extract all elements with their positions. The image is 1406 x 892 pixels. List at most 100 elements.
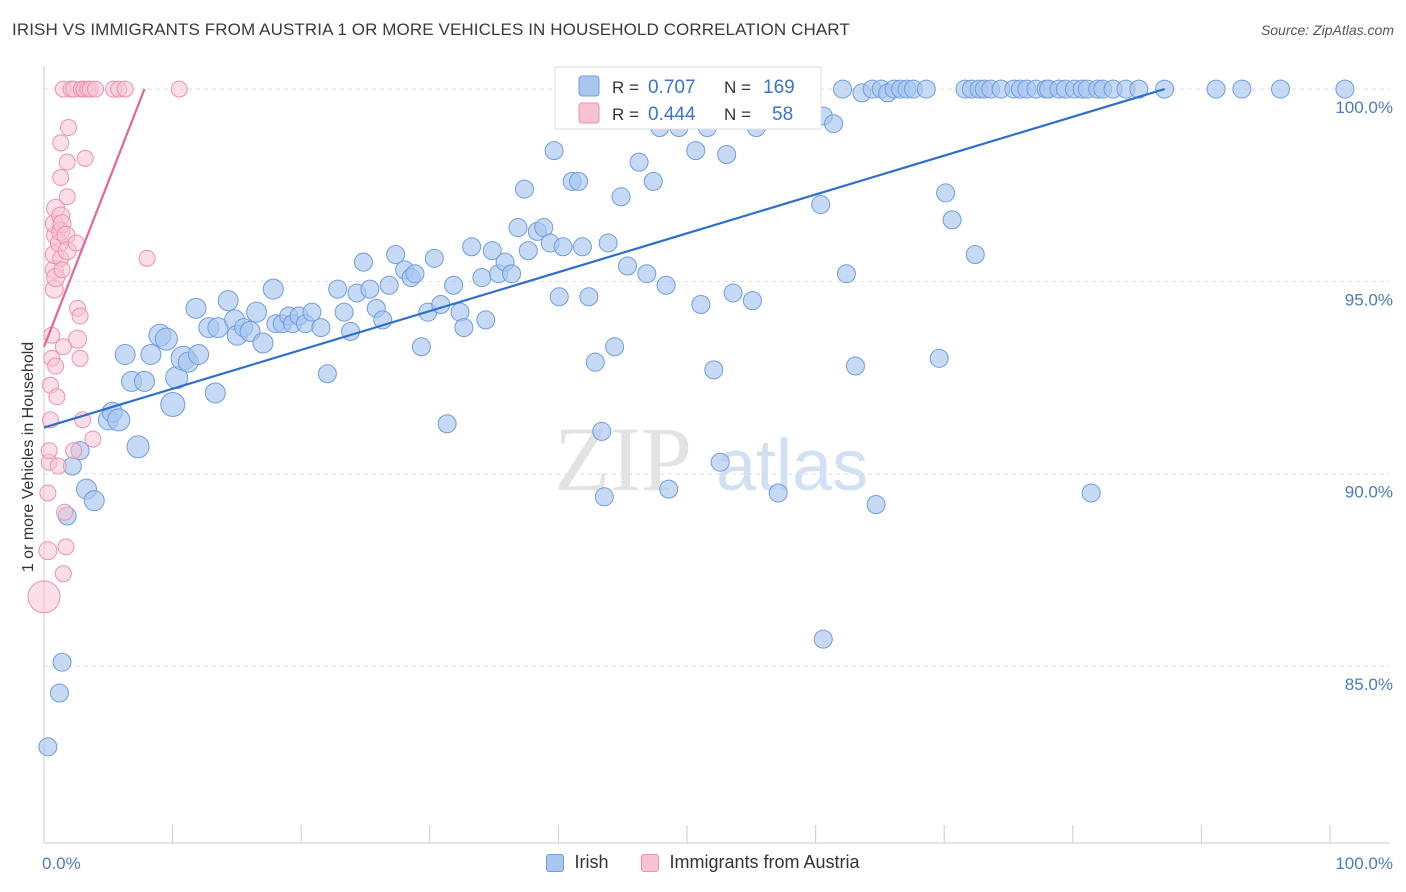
irish-point <box>643 171 663 191</box>
irish-point <box>723 283 743 303</box>
irish-point <box>1129 79 1149 99</box>
irish-point <box>83 490 105 512</box>
irish-point <box>52 652 72 672</box>
austria-point <box>54 338 72 356</box>
irish-point <box>160 391 186 417</box>
austria-point <box>170 80 188 98</box>
austria-point <box>76 149 94 167</box>
y-tick-label: 90.0% <box>1345 483 1393 502</box>
irish-point <box>353 252 373 272</box>
legend-item-austria: Immigrants from Austria <box>641 852 860 873</box>
austria-point <box>138 249 156 267</box>
austria-point <box>71 307 89 325</box>
austria-point <box>38 541 58 561</box>
irish-point <box>126 435 150 459</box>
irish-label: Irish <box>574 852 609 872</box>
y-axis-label: 1 or more Vehicles in Household <box>20 342 37 572</box>
legend-n-label-blue: N = <box>724 78 751 97</box>
irish-point <box>579 287 599 307</box>
x-tick-min: 0.0% <box>42 854 81 873</box>
irish-point <box>592 421 612 441</box>
irish-point <box>617 256 637 276</box>
irish-point <box>38 737 58 757</box>
irish-point <box>360 279 380 299</box>
irish-point <box>833 79 853 99</box>
irish-point <box>462 237 482 257</box>
austria-point <box>49 457 67 475</box>
irish-point <box>811 194 831 214</box>
austria-swatch <box>641 853 660 872</box>
irish-point <box>569 171 589 191</box>
legend-swatch-blue <box>578 75 600 97</box>
irish-point <box>508 218 528 238</box>
irish-point <box>824 114 844 134</box>
austria-point <box>52 169 70 187</box>
irish-point <box>334 302 354 322</box>
irish-point <box>252 332 274 354</box>
irish-point <box>217 290 239 312</box>
austria-label: Immigrants from Austria <box>669 852 860 872</box>
austria-point <box>74 411 92 429</box>
irish-point <box>437 414 457 434</box>
irish-point <box>1335 79 1355 99</box>
irish-point <box>866 495 886 515</box>
legend-r-value-blue: 0.707 <box>648 77 696 98</box>
austria-point <box>87 80 105 98</box>
irish-point <box>188 343 210 365</box>
irish-point <box>598 233 618 253</box>
irish-point <box>936 183 956 203</box>
irish-point <box>553 237 573 257</box>
austria-points <box>27 80 188 614</box>
irish-point <box>107 408 131 432</box>
legend-item-irish: Irish <box>546 852 608 873</box>
irish-point <box>585 352 605 372</box>
irish-point <box>154 327 178 351</box>
irish-point <box>185 297 207 319</box>
chart-title: IRISH VS IMMIGRANTS FROM AUSTRIA 1 OR MO… <box>12 20 850 39</box>
irish-point <box>1271 79 1291 99</box>
austria-point <box>56 503 74 521</box>
irish-point <box>405 264 425 284</box>
austria-point <box>40 442 58 460</box>
irish-point <box>929 348 949 368</box>
irish-point <box>611 187 631 207</box>
irish-point <box>845 356 865 376</box>
legend-r-value-pink: 0.444 <box>648 104 696 125</box>
legend-n-value-blue: 169 <box>763 77 795 98</box>
austria-point <box>67 329 87 349</box>
irish-point <box>659 479 679 499</box>
austria-point <box>54 565 72 583</box>
irish-point <box>942 210 962 230</box>
irish-point <box>454 318 474 338</box>
irish-point <box>246 301 268 323</box>
irish-point <box>656 275 676 295</box>
austria-point <box>52 134 70 152</box>
austria-point <box>27 580 61 614</box>
irish-point <box>379 275 399 295</box>
austria-point <box>65 442 83 460</box>
irish-point <box>742 291 762 311</box>
stats-legend: R = 0.707 N = 169 R = 0.444 N = 58 <box>554 66 822 130</box>
legend-r-label-blue: R = <box>612 78 639 97</box>
irish-point <box>1206 79 1226 99</box>
irish-point <box>328 279 348 299</box>
irish-point <box>605 337 625 357</box>
irish-point <box>311 318 331 338</box>
y-tick-labels: 85.0% 90.0% 95.0% 100.0% <box>1335 98 1393 694</box>
austria-point <box>58 188 76 206</box>
austria-point <box>84 430 102 448</box>
austria-point <box>71 349 89 367</box>
watermark-atlas: atlas <box>716 426 868 506</box>
irish-point <box>637 264 657 284</box>
irish-point <box>629 152 649 172</box>
irish-point <box>686 141 706 161</box>
legend-n-value-pink: 58 <box>772 104 793 125</box>
irish-point <box>114 343 136 365</box>
irish-point <box>502 264 522 284</box>
irish-points <box>38 79 1355 757</box>
austria-point <box>116 80 134 98</box>
legend-n-label-pink: N = <box>724 105 751 124</box>
irish-point <box>813 629 833 649</box>
irish-point <box>514 179 534 199</box>
